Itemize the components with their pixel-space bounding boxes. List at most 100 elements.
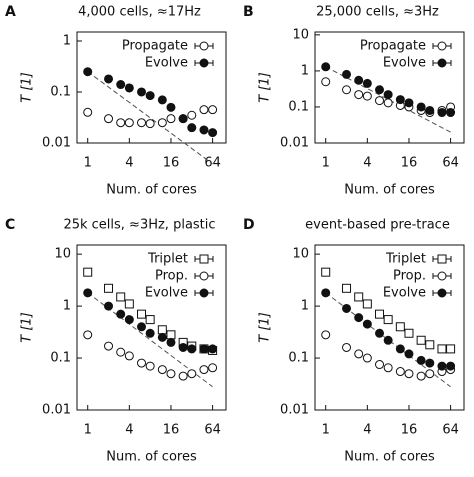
y-axis-label: T [1] (258, 72, 273, 103)
marker (145, 328, 155, 338)
marker (395, 322, 405, 332)
marker (362, 299, 372, 309)
y-tick-label: 10 (292, 247, 309, 262)
marker (416, 355, 426, 365)
marker (354, 90, 364, 100)
x-tick-label: 64 (204, 423, 221, 438)
marker (199, 105, 209, 115)
marker (104, 301, 114, 311)
marker (124, 118, 134, 128)
y-tick-label: 10 (54, 247, 71, 262)
marker (362, 319, 372, 329)
legend-label: Evolve (145, 286, 188, 301)
legend-marker (199, 271, 209, 281)
marker (116, 347, 126, 357)
reference-line (87, 71, 213, 165)
marker (208, 128, 218, 138)
y-tick-label: 1 (301, 299, 309, 314)
marker (157, 325, 167, 335)
y-axis-label: T [1] (258, 312, 273, 343)
marker (124, 351, 134, 361)
legend-marker (437, 288, 447, 298)
legend-marker (437, 271, 447, 281)
marker (425, 105, 435, 115)
marker (116, 292, 126, 302)
marker (104, 114, 114, 124)
x-tick-label: 4 (125, 423, 133, 438)
marker (425, 358, 435, 368)
legend-marker (437, 58, 447, 68)
plot-frame (314, 244, 465, 411)
legend-marker (199, 254, 209, 264)
marker (104, 283, 114, 293)
marker (145, 361, 155, 371)
marker (116, 309, 126, 319)
y-tick-label: 0.01 (280, 136, 309, 151)
marker (383, 90, 393, 100)
marker (208, 363, 218, 373)
legend-label: Propagate (360, 39, 426, 54)
marker (362, 353, 372, 363)
y-tick-label: 1 (63, 299, 71, 314)
marker (404, 328, 414, 338)
x-tick-label: 4 (363, 423, 371, 438)
marker (383, 98, 393, 108)
panel-letter: B (243, 4, 254, 20)
marker (342, 283, 352, 293)
marker (395, 367, 405, 377)
marker (104, 74, 114, 84)
marker (354, 292, 364, 302)
marker (124, 315, 134, 325)
panel-letter: A (5, 4, 16, 20)
marker (416, 102, 426, 112)
marker (178, 342, 188, 352)
marker (383, 315, 393, 325)
marker (83, 330, 93, 340)
legend-label: Evolve (383, 56, 426, 71)
y-tick-label: 0.01 (42, 403, 71, 418)
marker (199, 365, 209, 375)
marker (375, 96, 385, 106)
marker (375, 328, 385, 338)
marker (375, 85, 385, 95)
marker (375, 360, 385, 370)
x-tick-label: 16 (401, 156, 418, 171)
x-tick-label: 1 (84, 156, 92, 171)
marker (157, 332, 167, 342)
y-tick-label: 0.01 (280, 403, 309, 418)
marker (354, 313, 364, 323)
legend-label: Prop. (155, 269, 188, 284)
marker (116, 80, 126, 90)
marker (342, 303, 352, 313)
marker (437, 344, 447, 354)
marker (321, 330, 331, 340)
marker (354, 349, 364, 359)
marker (166, 369, 176, 379)
marker (208, 344, 218, 354)
x-tick-label: 64 (204, 156, 221, 171)
marker (342, 85, 352, 95)
marker (166, 330, 176, 340)
marker (404, 369, 414, 379)
marker (104, 341, 114, 351)
panel-title: 25k cells, ≈3Hz, plastic (63, 218, 215, 233)
x-axis-label: Num. of cores (344, 183, 435, 198)
y-tick-label: 0.1 (50, 351, 71, 366)
marker (83, 288, 93, 298)
marker (208, 105, 218, 115)
marker (321, 62, 331, 72)
marker (395, 95, 405, 105)
legend-marker (437, 41, 447, 51)
y-tick-label: 0.1 (288, 351, 309, 366)
marker (83, 107, 93, 117)
panel-letter: C (5, 217, 15, 233)
marker (416, 335, 426, 345)
marker (199, 344, 209, 354)
marker (437, 361, 447, 371)
y-axis-label: T [1] (20, 312, 35, 343)
legend-marker (199, 288, 209, 298)
marker (83, 67, 93, 77)
x-axis-label: Num. of cores (106, 183, 197, 198)
legend-marker (199, 58, 209, 68)
